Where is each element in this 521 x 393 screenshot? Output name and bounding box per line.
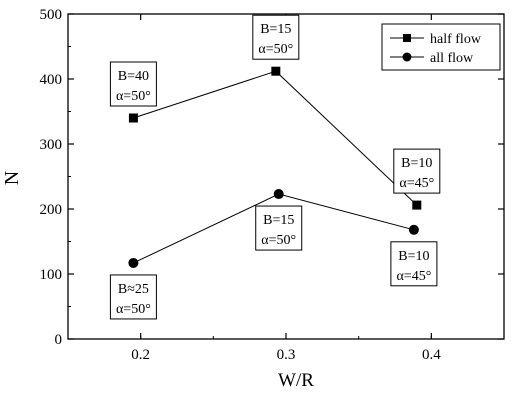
- annotation-line2: α=50°: [116, 89, 151, 104]
- y-tick-label: 500: [40, 7, 63, 23]
- annotation-box: B=15 α=50°: [255, 205, 303, 251]
- legend-swatch-square: [403, 34, 411, 42]
- annotations: B=40α=50°B=15α=50°B=10α=45°B≈25α=50°B=15…: [109, 14, 441, 320]
- legend: half flow all flow: [381, 23, 501, 71]
- annotation-line2: α=50°: [116, 302, 151, 317]
- annotation-line1: B=10: [401, 156, 432, 171]
- annotation-frame: [390, 241, 438, 287]
- y-tick-label: 200: [40, 202, 63, 218]
- legend-label: all flow: [430, 51, 474, 66]
- annotation-line1: B=15: [260, 22, 291, 37]
- data-point-circle: [128, 257, 139, 268]
- annotation-frame: [109, 274, 157, 320]
- annotation-line1: B=15: [263, 213, 294, 228]
- annotation-box: B=10 α=45°: [393, 148, 441, 194]
- series-line-square: [133, 70, 418, 206]
- y-tick-label: 100: [40, 267, 63, 283]
- x-tick-label: 0.2: [131, 347, 150, 363]
- annotation-frame: [252, 14, 300, 60]
- legend-swatch-circle: [402, 52, 412, 62]
- annotation-line1: B=10: [398, 249, 429, 264]
- legend-label: half flow: [430, 32, 482, 47]
- annotation-box: B=10 α=45°: [390, 241, 438, 287]
- legend-frame: [381, 23, 501, 71]
- series-lines: [128, 66, 422, 268]
- annotation-line2: α=45°: [399, 176, 434, 191]
- y-axis-label: N: [1, 171, 23, 185]
- annotation-line1: B≈25: [118, 282, 149, 297]
- data-point-square: [128, 113, 138, 123]
- data-point-circle: [273, 189, 284, 200]
- y-tick-label: 300: [40, 137, 63, 153]
- data-point-circle: [408, 224, 419, 235]
- annotation-frame: [393, 148, 441, 194]
- annotation-box: B=15 α=50°: [252, 14, 300, 60]
- annotation-box: B=40 α=50°: [109, 61, 157, 107]
- x-tick-label: 0.4: [422, 347, 441, 363]
- x-tick-label: 0.3: [277, 347, 296, 363]
- annotation-box: B≈25 α=50°: [109, 274, 157, 320]
- data-point-square: [271, 66, 281, 76]
- annotation-line2: α=45°: [396, 269, 431, 284]
- annotation-line1: B=40: [118, 69, 149, 84]
- axis-ticks: 0.2 0.3 0.4 0 100 200 300 400 500: [40, 7, 505, 363]
- x-axis-label: W/R: [278, 370, 314, 391]
- y-tick-label: 0: [55, 332, 63, 348]
- data-point-square: [412, 200, 422, 210]
- annotation-frame: [255, 205, 303, 251]
- y-tick-label: 400: [40, 72, 63, 88]
- annotation-line2: α=50°: [261, 233, 296, 248]
- annotation-frame: [109, 61, 157, 107]
- annotation-line2: α=50°: [258, 42, 293, 57]
